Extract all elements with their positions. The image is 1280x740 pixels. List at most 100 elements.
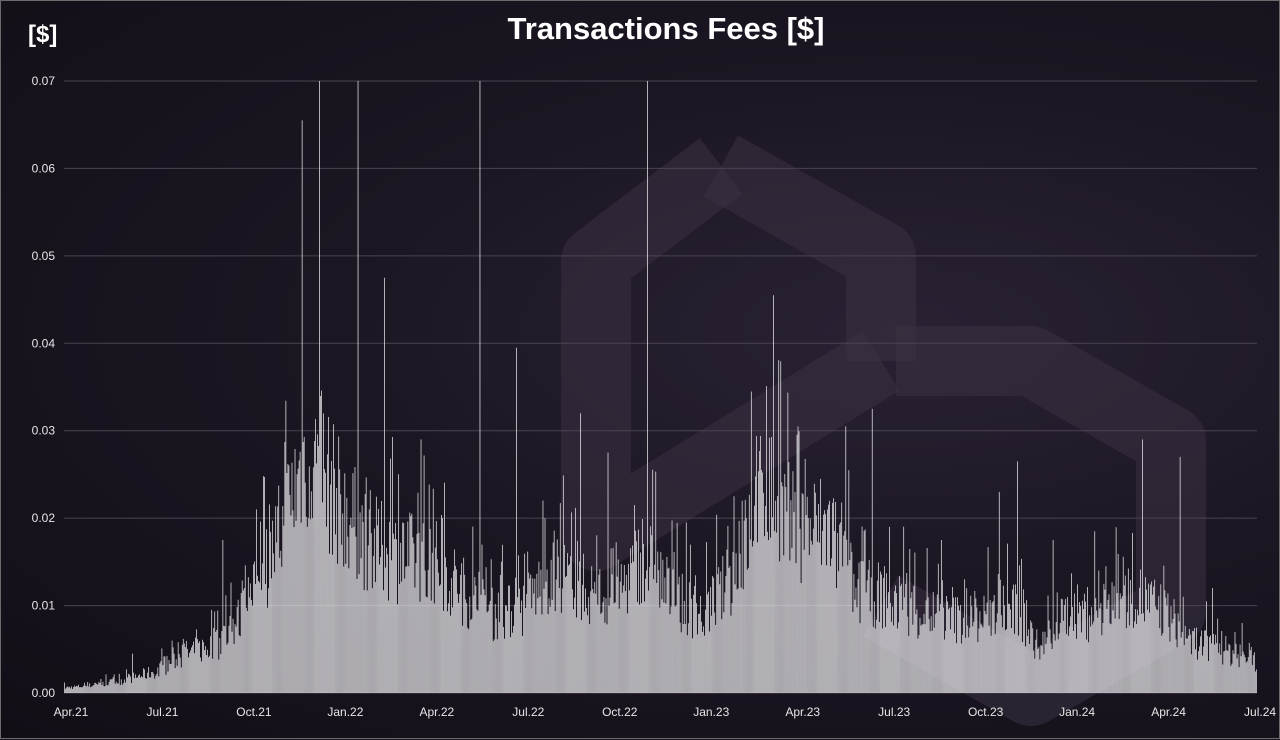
- bar-1114: [1196, 627, 1197, 693]
- bar-582: [655, 471, 657, 693]
- x-tick-label-10: Oct.23: [968, 705, 1004, 719]
- bar-806: [883, 578, 884, 693]
- bar-101: [166, 655, 168, 693]
- bar-544: [616, 576, 618, 693]
- bar-48: [112, 677, 114, 693]
- bar-625: [699, 613, 700, 693]
- bar-704: [779, 561, 781, 693]
- bar-904: [982, 627, 984, 693]
- bar-936: [1015, 584, 1016, 693]
- bar-256: [324, 469, 325, 693]
- bar-805: [882, 628, 883, 693]
- bar-1039: [1119, 593, 1121, 693]
- bar-199: [266, 529, 267, 693]
- bar-803: [880, 571, 881, 693]
- bar-766: [842, 566, 844, 693]
- bar-603: [676, 522, 678, 693]
- bar-855: [932, 592, 934, 693]
- bar-722: [797, 426, 799, 693]
- bar-5: [69, 686, 70, 693]
- bar-1043: [1123, 585, 1125, 693]
- bar-518: [590, 591, 592, 693]
- bar-716: [791, 547, 793, 693]
- bar-18: [82, 687, 83, 693]
- bar-989: [1069, 626, 1070, 693]
- bar-168: [234, 623, 236, 693]
- bar-605: [678, 576, 680, 693]
- bar-460: [531, 608, 533, 693]
- bar-155: [221, 630, 223, 693]
- bar-482: [553, 530, 555, 693]
- bar-297: [365, 477, 367, 693]
- bar-81: [146, 678, 148, 693]
- bar-1154: [1236, 658, 1238, 693]
- bar-1166: [1248, 642, 1250, 693]
- bar-141: [207, 649, 208, 693]
- bar-444: [515, 577, 516, 693]
- bar-598: [671, 520, 673, 693]
- bar-868: [946, 595, 947, 693]
- bar-219: [286, 473, 288, 693]
- bar-923: [1001, 627, 1003, 693]
- bar-448: [519, 588, 520, 693]
- bar-452: [523, 585, 525, 693]
- bar-969: [1048, 620, 1050, 693]
- bar-415: [485, 567, 487, 693]
- bar-1078: [1159, 628, 1161, 693]
- bar-921: [999, 579, 1001, 693]
- bar-120: [185, 640, 187, 693]
- bar-388: [458, 602, 459, 693]
- bar-599: [672, 569, 674, 693]
- bar-1149: [1231, 663, 1233, 693]
- bar-65: [130, 676, 131, 693]
- bar-549: [621, 592, 623, 693]
- bar-587: [660, 552, 662, 693]
- bar-195: [262, 563, 263, 693]
- bar-715: [790, 500, 792, 693]
- bar-457: [528, 572, 530, 693]
- bar-624: [698, 614, 699, 693]
- bar-336: [405, 566, 407, 693]
- bar-903: [981, 625, 983, 693]
- bar-642: [716, 514, 718, 693]
- bar-94: [159, 663, 161, 693]
- bar-316: [385, 567, 386, 693]
- bar-180: [246, 611, 248, 693]
- bar-812: [889, 526, 890, 693]
- bar-360: [429, 528, 431, 693]
- bar-709: [784, 474, 786, 693]
- bar-486: [557, 556, 559, 693]
- bar-558: [631, 563, 632, 693]
- bar-783: [859, 623, 861, 693]
- bar-173: [239, 636, 241, 693]
- bar-957: [1036, 629, 1038, 693]
- bar-583: [656, 583, 658, 693]
- bar-186: [253, 564, 254, 693]
- bar-631: [705, 609, 706, 693]
- bar-305: [373, 528, 375, 693]
- bar-495: [567, 553, 568, 693]
- bar-315: [384, 277, 385, 693]
- bar-206: [273, 553, 275, 693]
- bar-319: [388, 600, 389, 693]
- bar-130: [196, 629, 197, 693]
- bar-243: [310, 491, 312, 693]
- bar-878: [956, 643, 957, 693]
- bar-823: [900, 586, 902, 693]
- bar-257: [325, 472, 326, 693]
- bar-638: [712, 576, 714, 693]
- bar-215: [282, 506, 284, 693]
- bar-1057: [1138, 615, 1139, 693]
- bar-124: [190, 650, 191, 693]
- bar-1108: [1189, 634, 1191, 693]
- bar-421: [491, 587, 493, 693]
- bar-593: [666, 556, 668, 693]
- bar-73: [138, 675, 139, 693]
- bar-200: [267, 607, 268, 693]
- bar-54: [118, 673, 120, 693]
- bar-1163: [1245, 662, 1247, 693]
- bar-1004: [1084, 593, 1085, 693]
- bar-993: [1073, 630, 1074, 693]
- bar-148: [214, 611, 216, 693]
- bar-896: [974, 590, 976, 693]
